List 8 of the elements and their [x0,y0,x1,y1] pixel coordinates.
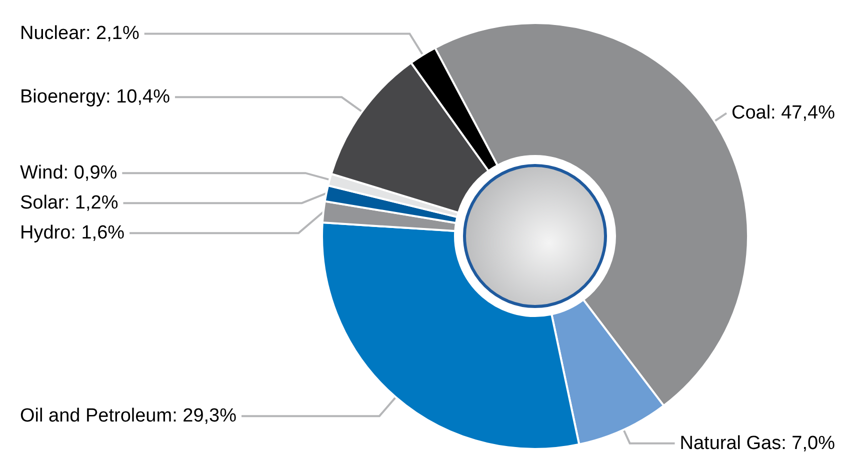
slice-label: Oil and Petroleum: 29,3% [20,406,237,427]
slice-label: Coal: 47,4% [731,102,836,124]
slice-label: Solar: 1,2% [20,192,118,214]
slice-label: Wind: 0,9% [20,162,118,184]
slice-label: Natural Gas: 7,0% [680,432,836,454]
slice-label: Nuclear: 2,1% [20,23,140,44]
slice-label: Hydro: 1,6% [20,222,125,244]
slice-label: Bioenergy: 10,4% [20,86,170,108]
